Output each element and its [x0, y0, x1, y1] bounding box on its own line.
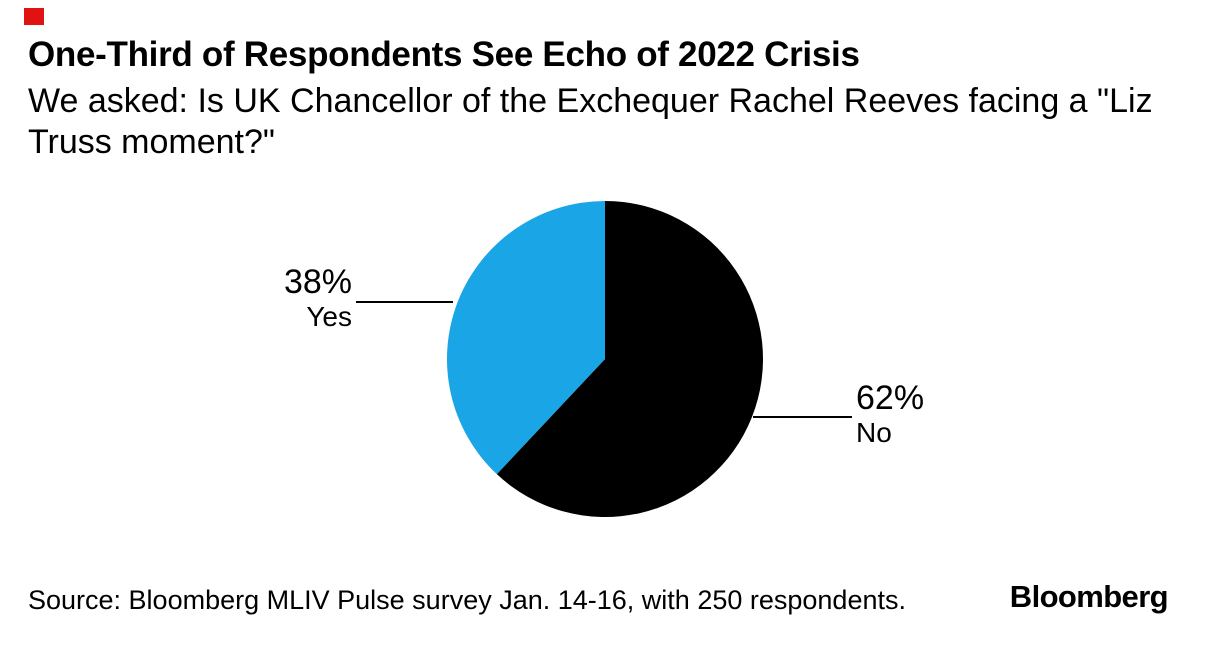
callout-line-yes [356, 301, 453, 303]
no-percent-label: 62% [856, 379, 925, 417]
subtitle-line-1: We asked: Is UK Chancellor of the Excheq… [28, 82, 1153, 120]
pie-slice-no [496, 201, 763, 517]
pie-chart [447, 201, 763, 517]
subtitle-line-2: Truss moment?" [28, 123, 275, 161]
label-no: 62% No [856, 379, 924, 449]
callout-line-no [753, 416, 852, 418]
yes-percent-label: 38% [283, 263, 352, 301]
yes-category-label: Yes [306, 301, 352, 332]
chart-title: One-Third of Respondents See Echo of 202… [28, 35, 860, 74]
no-category-label: No [856, 417, 892, 448]
red-accent-mark [24, 8, 44, 25]
source-note: Source: Bloomberg MLIV Pulse survey Jan.… [28, 585, 906, 615]
label-yes: 38% Yes [160, 263, 352, 333]
chart-subtitle: We asked: Is UK Chancellor of the Excheq… [28, 81, 1153, 163]
pie-slice-yes [447, 201, 605, 475]
bloomberg-logo: Bloomberg [1009, 579, 1169, 614]
